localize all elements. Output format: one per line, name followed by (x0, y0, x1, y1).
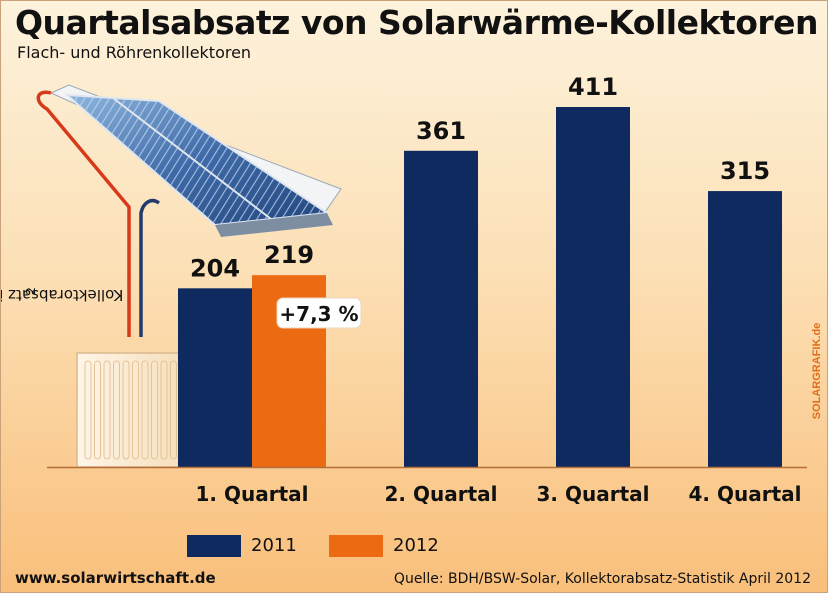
category-label-4-quartal: 4. Quartal (689, 482, 802, 506)
legend-swatch-2011 (187, 535, 241, 557)
legend-label-2012: 2012 (393, 535, 439, 556)
bar-4-quartal-2011 (708, 191, 782, 467)
legend-swatch-2012 (329, 535, 383, 557)
annotation-box (276, 297, 362, 329)
value-label-1-quartal-2011: 204 (190, 254, 240, 282)
legend-label-2011: 2011 (251, 535, 297, 556)
value-label-4-quartal-2011: 315 (720, 157, 770, 185)
radiator-illustration (76, 352, 190, 468)
chart-title: Quartalsabsatz von Solarwärme-Kollektore… (15, 3, 819, 42)
category-label-3-quartal: 3. Quartal (537, 482, 650, 506)
footer-website: www.solarwirtschaft.de (15, 569, 216, 587)
annotation-label: +7,3 % (279, 302, 358, 326)
category-label-1-quartal: 1. Quartal (196, 482, 309, 506)
solar-panel-illustration (49, 84, 342, 237)
bar-2-quartal-2011 (404, 150, 478, 467)
chart-subtitle: Flach- und Röhrenkollektoren (17, 43, 252, 62)
footer-source: Quelle: BDH/BSW-Solar, Kollektorabsatz-S… (393, 571, 811, 587)
pipe-illustration (36, 90, 161, 337)
bar-3-quartal-2011 (556, 107, 630, 467)
category-label-2-quartal: 2. Quartal (385, 482, 498, 506)
bar-1-quartal-2011 (178, 288, 252, 467)
value-label-2-quartal-2011: 361 (416, 117, 466, 145)
value-label-3-quartal-2011: 411 (568, 73, 618, 101)
value-label-1-quartal-2012: 219 (264, 241, 314, 269)
